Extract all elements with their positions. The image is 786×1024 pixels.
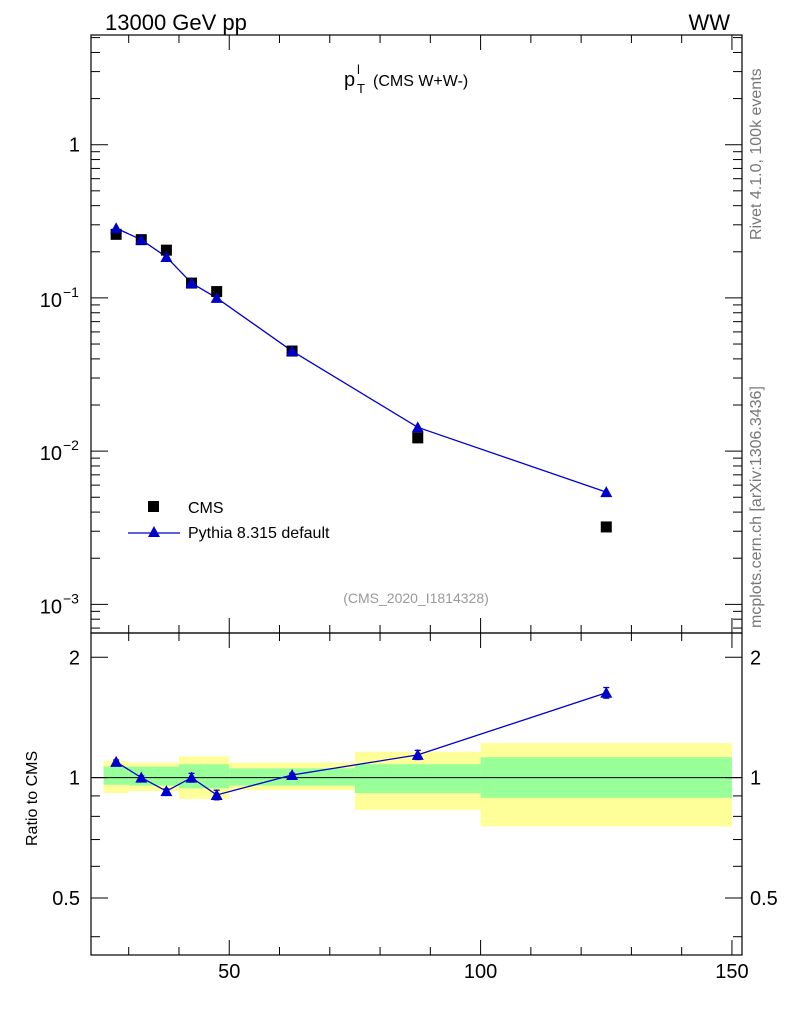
legend-marker-pythia (148, 526, 160, 537)
legend-label-pythia: Pythia 8.315 default (188, 525, 330, 542)
main-panel: 110−110−210−3 (40, 34, 743, 634)
x-tick-label-150: 150 (715, 961, 748, 983)
ratio-y-tick-label-left-0: 0.5 (52, 888, 80, 910)
pythia-point-6 (411, 421, 424, 433)
header-right: WW (688, 10, 730, 35)
legend-marker-cms (148, 501, 159, 512)
ratio-y-tick-label-left-2: 2 (69, 647, 80, 669)
ratio-point-4 (210, 788, 223, 800)
main-y-tick-label-2: 10 (40, 443, 62, 465)
side-label-mcplots: mcplots.cern.ch [arXiv:1306.3436] (748, 386, 765, 628)
ratio-band-inner-0 (103, 766, 129, 785)
pythia-point-3 (185, 277, 198, 289)
ratio-band-inner-2 (153, 766, 179, 786)
ratio-band-inner-6 (354, 764, 481, 794)
legend: CMS Pythia 8.315 default (128, 500, 330, 542)
ratio-band-inner-4 (204, 764, 230, 789)
title-main: p (344, 69, 355, 91)
title-rest: (CMS W+W-) (373, 73, 468, 90)
title-subscript: T (357, 81, 365, 96)
ratio-point-3 (185, 771, 198, 783)
analysis-label: (CMS_2020_I1814328) (343, 590, 489, 606)
ratio-point-6 (411, 748, 424, 760)
cms-point-6 (412, 432, 424, 444)
main-frame (90, 34, 743, 634)
legend-label-cms: CMS (188, 500, 224, 517)
side-label-rivet: Rivet 4.1.0, 100k events (748, 68, 765, 240)
ratio-y-tick-label-left-1: 1 (69, 768, 80, 790)
main-series-line-pythia (115, 227, 607, 493)
pythia-point-5 (286, 345, 299, 357)
ratio-point-7 (600, 686, 613, 698)
ratio-panel: 50 100 150 0.5 0.5 1 1 2 2 (52, 632, 778, 983)
ratio-frame (90, 632, 743, 956)
cms-point-7 (600, 521, 612, 533)
ratio-point-2 (160, 785, 173, 797)
ratio-y-tick-label-right-0: 0.5 (750, 888, 778, 910)
ratio-point-5 (286, 769, 299, 781)
main-y-tick-label-0: 1 (69, 135, 80, 157)
header-left: 13000 GeV pp (105, 10, 247, 35)
main-y-tick-label-3: 10 (40, 596, 62, 618)
x-tick-label-50: 50 (218, 961, 240, 983)
title-superscript: l (357, 62, 360, 77)
cms-point-0 (110, 228, 122, 240)
x-tick-label-100: 100 (464, 961, 497, 983)
pythia-point-7 (600, 486, 613, 498)
ratio-y-tick-label-right-1: 1 (750, 768, 761, 790)
main-y-tick-label-1: 10 (40, 290, 62, 312)
pythia-point-2 (160, 250, 173, 262)
pythia-point-0 (110, 222, 123, 234)
plot-title: p l T (CMS W+W-) (344, 62, 468, 96)
cms-point-2 (160, 244, 172, 256)
main-y-tick-exp-2: −2 (63, 437, 79, 453)
main-y-tick-exp-3: −3 (63, 590, 79, 606)
pythia-point-4 (210, 291, 223, 303)
main-y-tick-exp-1: −1 (63, 284, 79, 300)
ratio-axis-label: Ratio to CMS (24, 751, 41, 846)
cms-point-4 (211, 286, 223, 298)
ratio-point-1 (135, 771, 148, 783)
ratio-point-0 (110, 755, 123, 767)
ratio-y-tick-label-right-2: 2 (750, 647, 761, 669)
pythia-point-1 (135, 233, 148, 245)
